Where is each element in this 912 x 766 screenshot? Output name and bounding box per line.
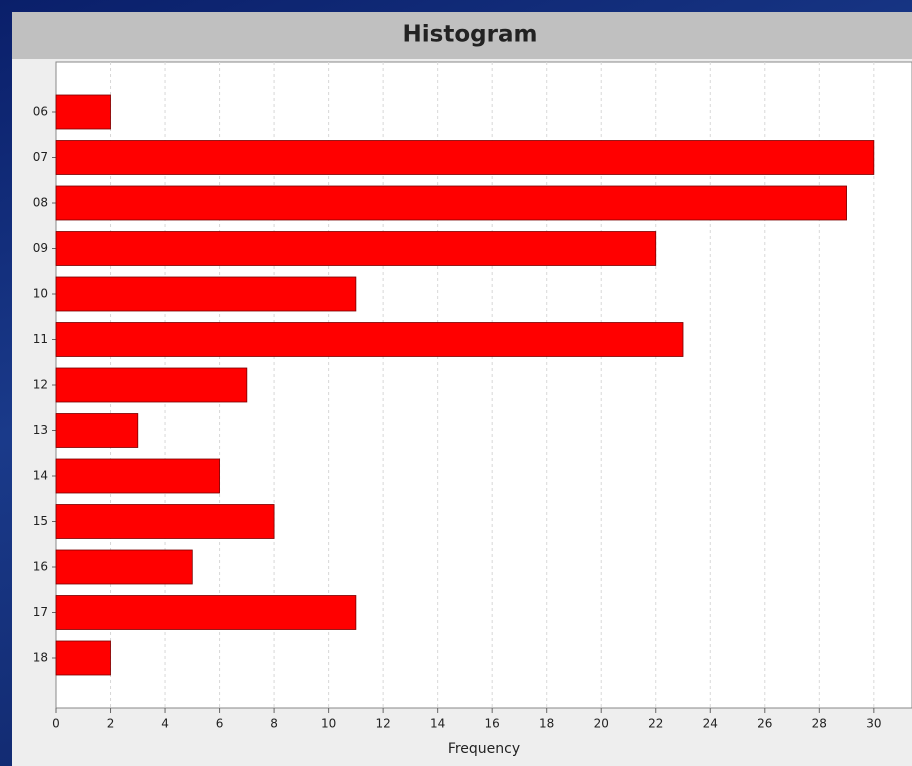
x-tick-label: 14 <box>430 717 445 731</box>
y-tick-label: 10 <box>33 287 48 301</box>
bar <box>55 367 248 403</box>
x-tick-label: 10 <box>321 717 336 731</box>
x-tick-label: 6 <box>216 717 224 731</box>
bar <box>55 595 357 630</box>
bar <box>55 458 220 494</box>
bar <box>55 231 657 266</box>
x-tick-label: 8 <box>270 717 278 731</box>
x-tick-label: 22 <box>648 717 663 731</box>
y-tick-label: 06 <box>33 105 48 119</box>
y-tick-label: 16 <box>33 560 48 574</box>
y-tick-label: 07 <box>33 150 48 164</box>
bar <box>55 549 193 585</box>
x-tick-label: 16 <box>485 717 500 731</box>
title-bar <box>12 12 912 59</box>
bar <box>55 413 139 448</box>
x-tick-label: 18 <box>539 717 554 731</box>
x-tick-label: 24 <box>703 717 718 731</box>
y-tick-label: 15 <box>33 514 48 528</box>
bar <box>55 94 111 130</box>
bar <box>55 140 875 175</box>
x-tick-label: 4 <box>161 717 169 731</box>
bar <box>55 640 111 676</box>
y-tick-label: 13 <box>33 423 48 437</box>
bar <box>55 322 684 357</box>
chart-title: Histogram <box>403 22 538 48</box>
bar <box>55 276 357 312</box>
y-tick-label: 18 <box>33 651 48 665</box>
x-tick-label: 30 <box>866 717 881 731</box>
x-tick-label: 20 <box>594 717 609 731</box>
y-tick-label: 17 <box>33 605 48 619</box>
x-tick-label: 28 <box>812 717 827 731</box>
y-tick-label: 11 <box>33 332 48 346</box>
y-tick-label: 08 <box>33 196 48 210</box>
x-tick-label: 12 <box>375 717 390 731</box>
x-tick-label: 0 <box>52 717 60 731</box>
bar <box>55 504 275 539</box>
x-axis-label: Frequency <box>448 741 520 757</box>
x-tick-label: 2 <box>107 717 115 731</box>
y-tick-label: 12 <box>33 378 48 392</box>
bar <box>55 185 847 221</box>
y-tick-label: 09 <box>33 241 48 255</box>
x-tick-label: 26 <box>757 717 772 731</box>
y-tick-label: 14 <box>33 469 48 483</box>
